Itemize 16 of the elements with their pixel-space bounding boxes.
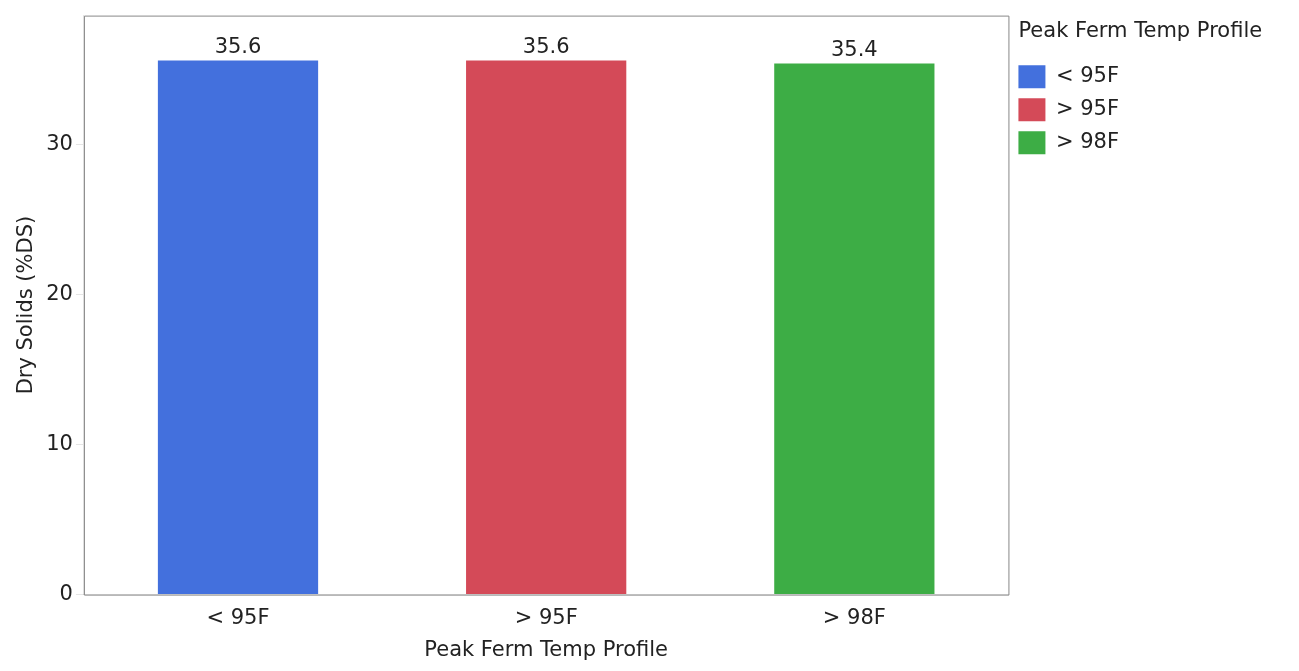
y-tick-label: 0 [59, 581, 73, 606]
legend-label: < 95F [1055, 63, 1120, 88]
x-tick-label: > 95F [514, 604, 578, 629]
legend-title: Peak Ferm Temp Profile [1018, 18, 1263, 43]
legend-label: > 98F [1055, 129, 1120, 154]
data-label: 35.6 [522, 33, 570, 58]
y-axis-title: Dry Solids (%DS) [13, 215, 38, 395]
data-label: 35.6 [214, 33, 262, 58]
x-tick-label: < 95F [206, 604, 270, 629]
y-tick-label: 30 [46, 131, 73, 156]
y-tick-label: 10 [46, 431, 73, 456]
legend-label: > 95F [1055, 96, 1120, 121]
x-axis-title: Peak Ferm Temp Profile [424, 636, 669, 661]
x-tick-label: > 98F [822, 604, 886, 629]
y-tick-label: 20 [46, 281, 73, 306]
data-label: 35.4 [830, 36, 878, 61]
